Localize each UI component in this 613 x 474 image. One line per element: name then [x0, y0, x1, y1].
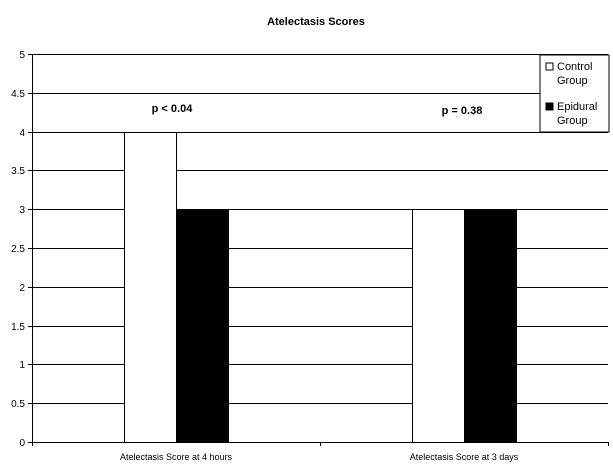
y-tick-label: 1.5 — [11, 322, 25, 333]
y-tick-label: 0 — [19, 438, 25, 449]
legend-swatch-control-group — [545, 62, 554, 71]
legend-label-epidural-group-line2: Group — [557, 115, 588, 127]
legend-label-epidural-group-line1: Epidural — [557, 101, 597, 113]
gridlines — [32, 54, 608, 404]
y-tick-label: 3 — [19, 205, 25, 216]
axes — [28, 54, 609, 446]
y-tick-label: 4 — [19, 128, 25, 139]
bar-control-group-2 — [412, 209, 465, 443]
bar-control-group-1 — [124, 132, 177, 443]
legend: Control Group Epidural Group — [539, 54, 610, 133]
bar-epidural-group-1 — [176, 209, 229, 443]
x-category-label: Atelectasis Score at 4 hours — [120, 452, 233, 462]
x-category-labels: Atelectasis Score at 4 hours Atelectasis … — [120, 452, 519, 462]
bar-epidural-group-2 — [464, 209, 517, 443]
annotation-p-value-4-hours: p < 0.04 — [152, 103, 194, 115]
annotation-p-value-3-days: p = 0.38 — [442, 105, 483, 117]
y-tick-label: 3.5 — [11, 166, 25, 177]
legend-label-control-group-line2: Group — [557, 75, 588, 87]
y-tick-label: 2.5 — [11, 244, 25, 255]
y-tick-label: 5 — [19, 50, 25, 61]
y-tick-label: 2 — [19, 283, 25, 294]
annotations: p < 0.04 p = 0.38 — [152, 103, 483, 117]
legend-swatch-epidural-group — [545, 102, 554, 111]
y-tick-labels: 0 0.5 1 1.5 2 2.5 3 3.5 4 4.5 5 — [11, 50, 25, 449]
x-category-label: Atelectasis Score at 3 days — [410, 452, 519, 462]
legend-label-control-group-line1: Control — [557, 61, 592, 73]
chart-title: Atelectasis Scores — [267, 16, 365, 28]
y-tick-label: 1 — [19, 360, 25, 371]
y-tick-label: 4.5 — [11, 89, 25, 100]
y-tick-label: 0.5 — [11, 399, 25, 410]
